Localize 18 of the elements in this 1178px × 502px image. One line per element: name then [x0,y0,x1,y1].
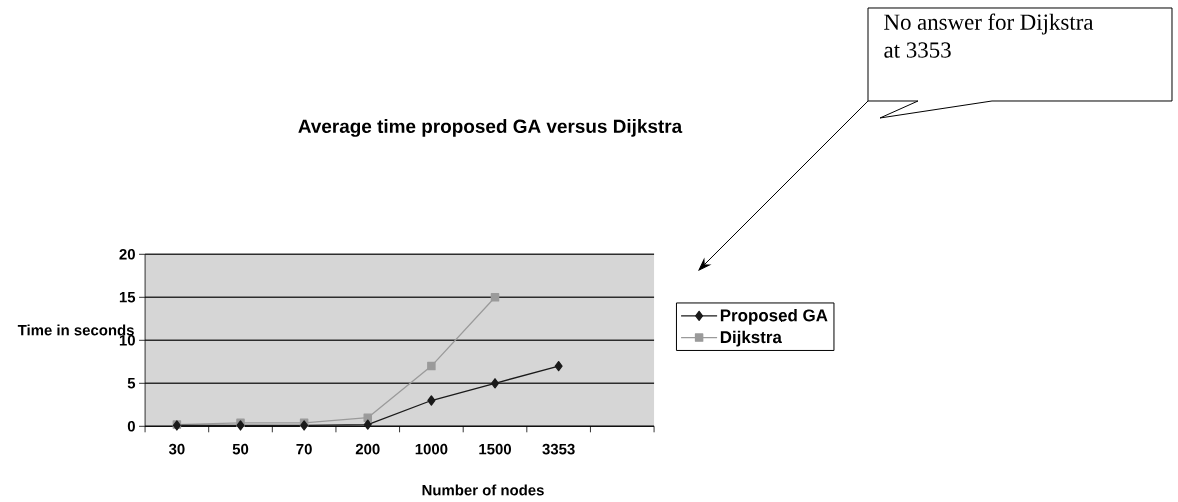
y-tick-label: 10 [119,335,135,346]
y-tick-label: 5 [127,378,136,389]
x-tick-label: 200 [355,443,380,455]
y-tick-label: 0 [127,421,135,432]
x-tick-label: 50 [232,443,249,455]
chart-title: Average time proposed GA versus Dijkstra [298,119,683,137]
x-tick-label: 1500 [479,443,511,455]
x-tick-label: 1000 [415,443,448,455]
legend-label: Proposed GA [720,308,828,325]
x-tick-label: 3353 [542,443,575,455]
x-axis-title: Number of nodes [422,484,544,496]
y-tick-label: 20 [119,249,135,260]
y-tick-label: 15 [119,292,136,303]
text: No answer for Dijkstra at 3353 [884,13,1094,58]
legend-label: Dijkstra [720,330,782,347]
x-tick-label: 30 [168,443,185,455]
y-axis-title: Time in seconds [17,324,134,336]
x-tick-label: 70 [296,443,312,455]
